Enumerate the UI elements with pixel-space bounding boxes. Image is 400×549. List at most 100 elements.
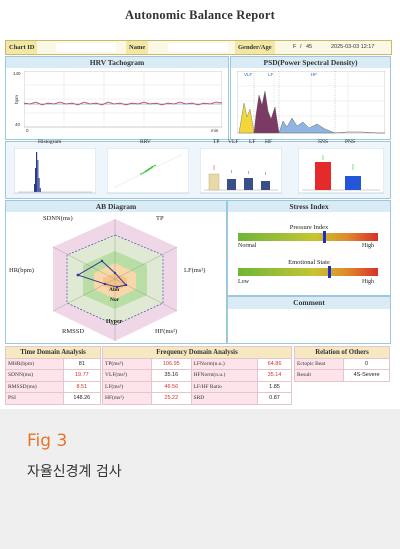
time-row-value: 19.77: [62, 369, 102, 382]
table-row: Ectopic Beat 0: [293, 357, 390, 370]
freq-row-label: VLF(ms²): [101, 369, 153, 382]
time-row-value: 8.51: [62, 380, 102, 393]
pressure-low-label: Normal: [238, 243, 257, 249]
patient-header-row: Chart ID Name Gender/Age F / 45 2025-03-…: [5, 40, 392, 55]
hrv-xunit: min: [211, 128, 219, 133]
psd-band-lf: LF: [268, 72, 274, 77]
hrv-ymax: 140: [13, 71, 21, 76]
time-row-label: SDNN(ms): [5, 369, 64, 382]
name-label: Name: [126, 41, 149, 54]
psd-plot: [237, 71, 385, 134]
freq-row-value: 0.87: [257, 392, 292, 405]
gender-value: F: [293, 44, 297, 50]
report-title: Autonomic Balance Report: [125, 8, 275, 22]
table-row: VLF(ms²) 35.16 HFNorm(n.u.) 35.14: [101, 369, 292, 382]
datetime-value: 2025-03-03 12:17: [331, 44, 375, 50]
freq-row-value: 106.95: [151, 357, 192, 370]
ab-zone-nor: Nor: [110, 297, 120, 303]
psd-band-vlf: VLF: [244, 72, 253, 77]
time-domain-title: Time Domain Analysis: [5, 346, 101, 359]
rel-row-value: 0: [343, 357, 390, 370]
name-value-box: [168, 43, 228, 52]
emotional-state-label: Emotional State: [288, 259, 330, 266]
sns-pns-chart: [298, 148, 384, 194]
psd-band-hf: HF: [311, 72, 317, 77]
ab-zone-abn: Abn: [109, 287, 120, 293]
freq-row-label: HFNorm(n.u.): [190, 369, 259, 382]
ab-axis-rmssd: RMSSD: [62, 328, 85, 335]
emotional-state-bar: [238, 266, 378, 278]
age-value: 45: [306, 44, 313, 50]
freq-row-label: LF/HF Ratio: [190, 380, 259, 393]
freq-row-label: LF(ms²): [101, 380, 153, 393]
emotional-low-label: Low: [238, 279, 249, 285]
figure-number: Fig 3: [27, 431, 68, 451]
freq-row-value: 1.85: [257, 380, 292, 393]
comment-title: Comment: [228, 297, 390, 309]
ab-diagram-panel: AB Diagram SDNN(ms) TP LF(ms²) HF(ms²) R…: [5, 200, 227, 344]
relation-title: Relation of Others: [294, 346, 390, 359]
psd-panel: PSD(Power Spectral Density) VLF LF HF: [230, 56, 391, 140]
pns-label: PNS: [345, 139, 356, 145]
stress-title: Stress Index: [228, 201, 390, 212]
pressure-high-label: High: [362, 243, 374, 249]
freq-row-label: TP(ms²): [101, 357, 153, 370]
gender-age-label: Gender/Age: [235, 41, 275, 54]
comment-panel: Comment: [227, 296, 391, 344]
hrv-title: HRV Tachogram: [6, 57, 228, 68]
ab-axis-sdnn: SDNN(ms): [43, 215, 73, 222]
stress-index-panel: Stress Index Pressure Index Normal High …: [227, 200, 391, 296]
sns-label: SNS: [318, 139, 329, 145]
ab-axis-lf: LF(ms²): [184, 267, 206, 274]
rrv-chart: [107, 148, 189, 194]
time-row-label: RMSSD(ms): [5, 380, 64, 393]
histogram-chart: [14, 148, 96, 194]
hrv-tachogram-panel: HRV Tachogram 140 40 bpm 0 min: [5, 56, 229, 140]
table-row: Result 4S-Severe: [293, 369, 390, 382]
frequency-domain-title: Frequency Domain Analysis: [102, 346, 292, 359]
pressure-index-bar: [238, 231, 378, 243]
relation-table: Relation of Others Ectopic Beat 0 Result 4…: [293, 346, 390, 403]
table-row: LF(ms²) 46.56 LF/HF Ratio 1.85: [101, 380, 292, 393]
freq-row-value: 35.14: [257, 369, 292, 382]
ab-title: AB Diagram: [6, 201, 226, 212]
band-label-vlf: VLF: [228, 139, 239, 145]
time-row-label: MHR(bpm): [5, 357, 64, 370]
psd-title: PSD(Power Spectral Density): [231, 57, 390, 68]
band-label-lf: LF: [249, 139, 256, 145]
table-row: TP(ms²) 106.95 LFNorm(n.u.) 64.86: [101, 357, 292, 370]
hrv-ymin: 40: [15, 122, 21, 127]
chart-id-label: Chart ID: [6, 41, 38, 54]
frequency-domain-table: Frequency Domain Analysis TP(ms²) 106.95…: [101, 346, 292, 405]
table-row: HF(ms²) 25.22 SRD 0.87: [101, 392, 292, 405]
freq-row-label: SRD: [190, 392, 259, 405]
time-row-value: 148.26: [62, 392, 102, 405]
time-row-value: 81: [62, 357, 102, 370]
ab-axis-hr: HR(bpm): [9, 267, 34, 274]
figure-caption: 자율신경계 검사: [27, 464, 122, 480]
rel-row-label: Result: [293, 369, 345, 382]
band-label-tp: TP: [213, 139, 220, 145]
time-row-label: PSI: [5, 392, 64, 405]
chart-id-value-box: [56, 43, 116, 52]
ab-hexagon-chart: [52, 219, 178, 341]
ab-zone-hyper: Hyper: [106, 319, 123, 325]
figure-caption-box: Fig 3 자율신경계 검사: [0, 409, 400, 549]
table-row: SDNN(ms) 19.77: [5, 369, 102, 382]
table-row: RMSSD(ms) 8.51: [5, 380, 102, 393]
pressure-index-marker: [323, 231, 327, 243]
freq-row-value: 46.56: [151, 380, 192, 393]
freq-row-value: 64.86: [257, 357, 292, 370]
table-row: PSI 148.26: [5, 392, 102, 405]
emotional-high-label: High: [362, 279, 374, 285]
ab-axis-tp: TP: [156, 215, 164, 222]
rrv-label: RRV: [140, 139, 151, 145]
time-domain-table: Time Domain Analysis MHR(bpm) 81 SDNN(ms)…: [5, 346, 102, 405]
histogram-label: Histogram: [38, 139, 62, 145]
freq-row-value: 25.22: [151, 392, 192, 405]
hrv-yunit: bpm: [13, 95, 19, 104]
hrv-plot: [24, 71, 222, 128]
freq-row-value: 35.16: [151, 369, 192, 382]
emotional-state-marker: [327, 266, 331, 278]
freq-row-label: LFNorm(n.u.): [190, 357, 259, 370]
